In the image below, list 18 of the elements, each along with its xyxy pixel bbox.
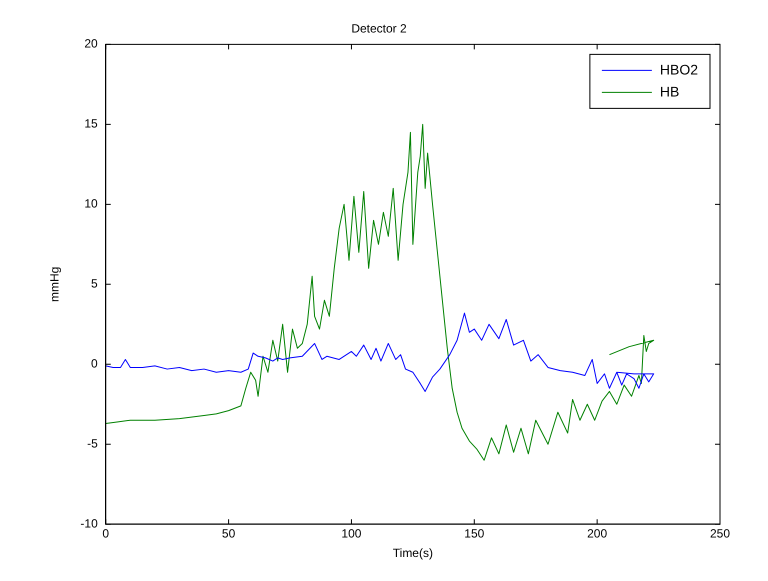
y-tick-label: 15 — [84, 116, 98, 131]
x-tick-label: 0 — [102, 526, 110, 541]
legend-label: HB — [660, 83, 680, 100]
x-tick-label: 100 — [341, 526, 362, 541]
x-tick-label: 150 — [464, 526, 485, 541]
y-tick-label: 0 — [91, 356, 98, 371]
x-axis-title: Time(s) — [392, 546, 433, 560]
chart-title: Detector 2 — [351, 22, 408, 36]
y-tick-label: 10 — [84, 196, 98, 211]
y-tick-label: -10 — [80, 516, 98, 531]
y-axis-title: mmHg — [48, 266, 62, 302]
x-tick-label: 250 — [710, 526, 730, 541]
x-tick-label: 200 — [587, 526, 608, 541]
y-tick-label: -5 — [87, 436, 98, 451]
y-tick-label: 20 — [84, 36, 98, 51]
legend-label: HBO2 — [660, 61, 698, 78]
y-tick-label: 5 — [91, 276, 98, 291]
x-tick-label: 50 — [222, 526, 236, 541]
